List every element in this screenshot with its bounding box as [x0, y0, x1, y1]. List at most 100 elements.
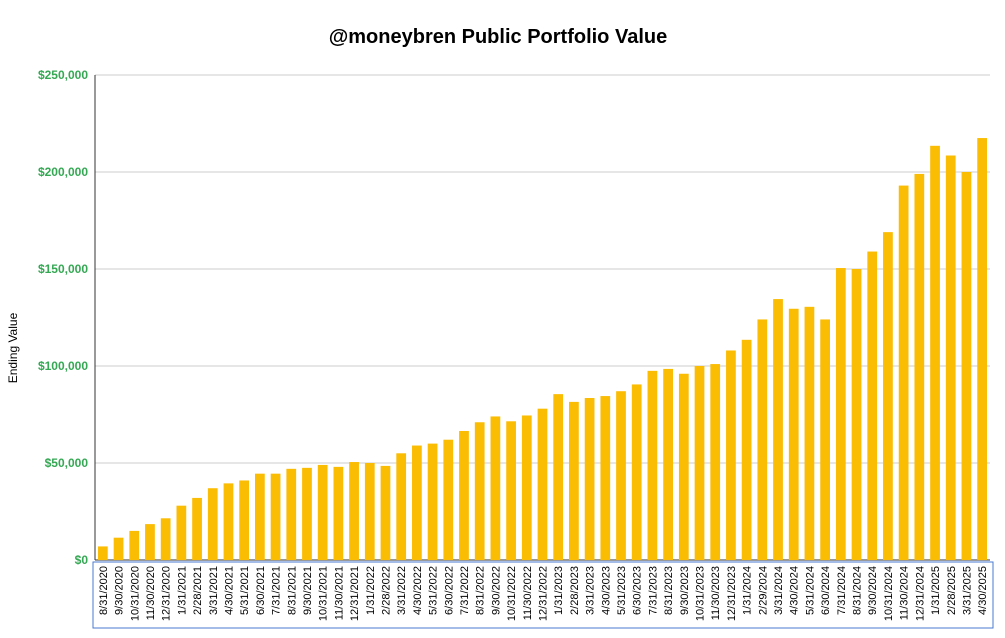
bar — [521, 415, 532, 560]
x-tick-label: 9/30/2023 — [679, 566, 691, 615]
bar — [820, 319, 830, 560]
bar — [553, 394, 564, 560]
x-tick-label: 10/31/2021 — [318, 566, 330, 621]
x-tick-label: 11/30/2022 — [522, 566, 534, 620]
bar — [961, 172, 972, 560]
x-tick-label: 6/30/2023 — [632, 566, 644, 615]
bar — [741, 339, 752, 560]
x-tick-label: 7/31/2021 — [271, 566, 283, 615]
x-tick-label: 1/31/2022 — [365, 566, 377, 615]
x-tick-label: 7/31/2023 — [647, 566, 659, 615]
bar — [945, 155, 956, 560]
bar — [380, 465, 391, 560]
bar — [192, 497, 202, 560]
bar — [427, 443, 438, 560]
x-tick-label: 1/31/2025 — [930, 566, 942, 615]
bar — [663, 368, 673, 560]
x-tick-label: 2/28/2022 — [380, 566, 392, 615]
bar — [883, 232, 893, 560]
x-tick-label: 12/31/2023 — [726, 566, 738, 621]
bar — [506, 421, 516, 560]
bar — [867, 251, 878, 561]
x-tick-label: 1/31/2024 — [742, 566, 754, 615]
bar — [317, 464, 328, 560]
bar — [647, 370, 658, 560]
chart-title: @moneybren Public Portfolio Value — [329, 26, 667, 48]
x-tick-label: 9/30/2022 — [490, 566, 502, 615]
x-tick-label: 12/31/2020 — [161, 566, 173, 621]
bar — [773, 299, 783, 560]
x-tick-label: 8/31/2021 — [286, 566, 298, 615]
x-tick-label: 11/30/2023 — [710, 566, 722, 620]
y-tick-labels: $0 $50,000 $100,000 $150,000 $200,000 $250,00… — [38, 68, 88, 567]
bar — [443, 439, 454, 560]
bar — [616, 391, 626, 560]
y-tick-label: $200,000 — [38, 165, 88, 179]
bar — [286, 468, 297, 560]
bar — [333, 466, 344, 560]
x-tick-label: 2/28/2025 — [946, 566, 958, 615]
bar — [302, 467, 312, 560]
y-tick-label: $100,000 — [38, 359, 88, 373]
x-tick-label: 2/28/2021 — [192, 566, 204, 615]
bar — [490, 416, 501, 560]
x-tick-label: 11/30/2020 — [145, 566, 157, 620]
bar — [914, 173, 925, 560]
x-tick-label: 10/31/2023 — [695, 566, 707, 621]
x-tick-label: 3/31/2024 — [773, 566, 785, 615]
x-tick-label: 7/31/2024 — [836, 566, 848, 615]
bar — [459, 430, 469, 560]
y-tick-label: $250,000 — [38, 68, 88, 82]
bar — [977, 138, 988, 561]
x-tick-label: 5/31/2021 — [239, 566, 251, 615]
x-tick-label: 4/30/2025 — [977, 566, 989, 615]
bar — [788, 308, 799, 560]
bar — [396, 453, 407, 560]
bar — [600, 396, 611, 560]
bar — [223, 483, 234, 560]
bar — [160, 518, 171, 560]
bar — [239, 480, 250, 560]
x-tick-label: 4/30/2023 — [600, 566, 612, 615]
x-tick-label: 6/30/2021 — [255, 566, 267, 615]
x-tick-label: 4/30/2021 — [223, 566, 235, 615]
bar — [631, 384, 642, 560]
x-tick-label: 8/31/2022 — [475, 566, 487, 615]
bar — [270, 473, 281, 560]
x-tick-label: 9/30/2020 — [114, 566, 126, 615]
bar — [474, 422, 485, 560]
x-tick-label: 3/31/2022 — [396, 566, 408, 615]
x-tick-label: 8/31/2024 — [852, 566, 864, 615]
x-tick-labels: 8/31/2020 9/30/2020 10/31/2020 11/30/2020 12… — [98, 566, 989, 621]
bar — [898, 185, 909, 560]
x-tick-label: 6/30/2022 — [443, 566, 455, 615]
x-tick-label: 10/31/2022 — [506, 566, 518, 621]
x-tick-label: 5/31/2022 — [428, 566, 440, 615]
bar — [364, 463, 375, 560]
bar — [412, 445, 422, 560]
y-tick-label: $0 — [75, 553, 89, 567]
x-tick-label: 9/30/2021 — [302, 566, 314, 615]
bar — [97, 546, 108, 560]
bar — [569, 401, 579, 560]
bar — [145, 524, 155, 560]
bar — [349, 462, 359, 560]
x-tick-label: 12/31/2021 — [349, 566, 361, 621]
y-axis-label: Ending Value — [6, 312, 20, 383]
bar — [584, 398, 595, 560]
bar — [710, 364, 721, 560]
bar — [176, 505, 187, 560]
x-tick-label: 10/31/2024 — [883, 566, 895, 621]
x-tick-label: 10/31/2020 — [129, 566, 141, 621]
y-tick-label: $150,000 — [38, 262, 88, 276]
x-tick-label: 7/31/2022 — [459, 566, 471, 615]
bar — [930, 145, 940, 560]
x-tick-label: 4/30/2022 — [412, 566, 424, 615]
x-tick-label: 3/31/2021 — [208, 566, 220, 615]
bar — [129, 530, 140, 560]
x-tick-label: 11/30/2024 — [899, 566, 911, 620]
bar — [726, 350, 736, 560]
x-tick-label: 8/31/2023 — [663, 566, 675, 615]
bar — [835, 268, 846, 560]
